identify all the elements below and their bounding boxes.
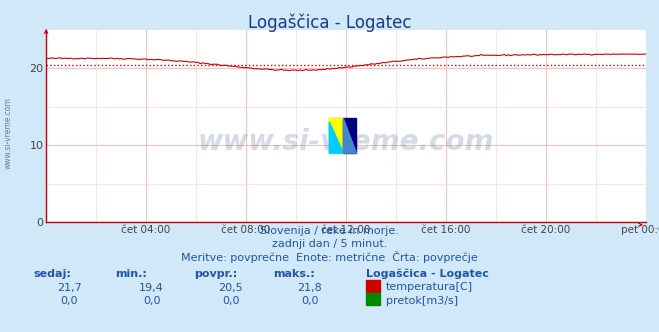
- Polygon shape: [330, 119, 343, 153]
- Text: 0,0: 0,0: [61, 296, 78, 306]
- Polygon shape: [343, 119, 357, 153]
- Bar: [330, 119, 343, 153]
- Text: zadnji dan / 5 minut.: zadnji dan / 5 minut.: [272, 239, 387, 249]
- Text: Logaščica - Logatec: Logaščica - Logatec: [248, 13, 411, 32]
- Text: pretok[m3/s]: pretok[m3/s]: [386, 296, 457, 306]
- Text: 0,0: 0,0: [222, 296, 239, 306]
- Text: 19,4: 19,4: [139, 283, 164, 292]
- Text: maks.:: maks.:: [273, 269, 315, 279]
- Text: www.si-vreme.com: www.si-vreme.com: [3, 97, 13, 169]
- Text: www.si-vreme.com: www.si-vreme.com: [198, 127, 494, 156]
- Text: temperatura[C]: temperatura[C]: [386, 283, 473, 292]
- Text: Logaščica - Logatec: Logaščica - Logatec: [366, 269, 488, 279]
- Polygon shape: [330, 119, 343, 136]
- Text: 21,7: 21,7: [57, 283, 82, 292]
- Text: povpr.:: povpr.:: [194, 269, 238, 279]
- Polygon shape: [330, 122, 343, 153]
- Text: Meritve: povprečne  Enote: metrične  Črta: povprečje: Meritve: povprečne Enote: metrične Črta:…: [181, 251, 478, 263]
- Text: 21,8: 21,8: [297, 283, 322, 292]
- Text: sedaj:: sedaj:: [33, 269, 71, 279]
- Text: 20,5: 20,5: [218, 283, 243, 292]
- Text: 0,0: 0,0: [301, 296, 318, 306]
- Text: min.:: min.:: [115, 269, 147, 279]
- Text: Slovenija / reke in morje.: Slovenija / reke in morje.: [260, 226, 399, 236]
- Text: 0,0: 0,0: [143, 296, 160, 306]
- Bar: [343, 119, 357, 153]
